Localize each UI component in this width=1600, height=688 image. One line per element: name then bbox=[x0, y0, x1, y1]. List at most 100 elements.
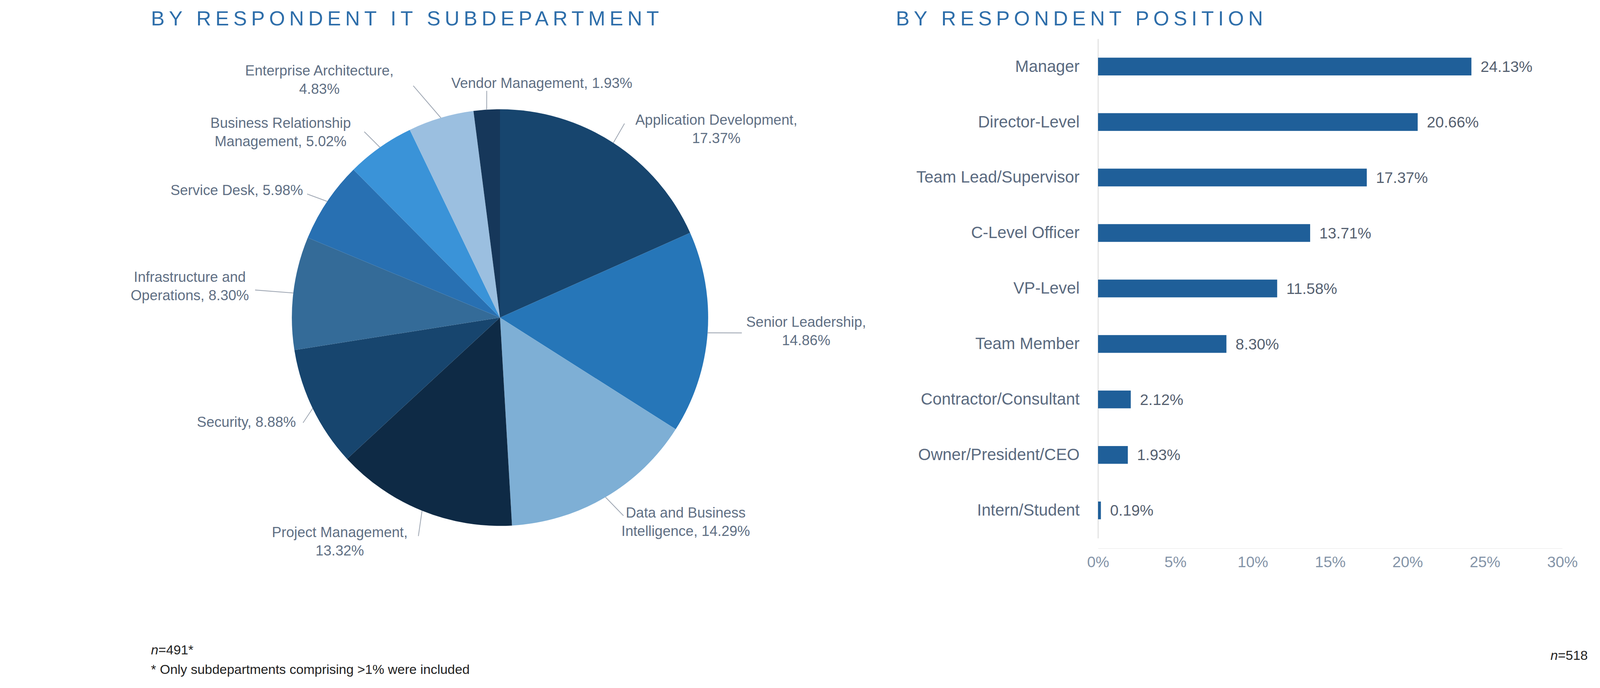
data-labels: 24.13%20.66%17.37%13.71%11.58%8.30%2.12%… bbox=[1110, 58, 1533, 519]
axis-line bbox=[1098, 547, 1563, 549]
data-label-part: Intelligence, bbox=[621, 522, 698, 539]
category-label: C-Level Officer bbox=[971, 223, 1080, 242]
leader-line bbox=[605, 496, 624, 516]
data-label: 2.12% bbox=[1139, 391, 1184, 408]
annotation: * Only subdepartments comprising >1% wer… bbox=[151, 661, 470, 677]
data-label: 11.58% bbox=[1286, 280, 1338, 297]
data-label-part: Senior Leadership, bbox=[746, 313, 867, 330]
bar bbox=[1098, 112, 1418, 131]
data-label: 17.37% bbox=[1375, 169, 1428, 186]
pie bbox=[291, 109, 709, 526]
x-tick: 20% bbox=[1392, 548, 1423, 571]
x-tick: 10% bbox=[1237, 548, 1268, 571]
bar bbox=[1098, 168, 1367, 186]
data-label-part: Service Desk, bbox=[170, 182, 259, 199]
x-axis: 0% 5% 10% 15% 20% 25% 30% bbox=[1087, 548, 1578, 571]
x-tick: 5% bbox=[1164, 548, 1187, 571]
data-label: Project Management, 13.32% bbox=[271, 523, 408, 559]
data-label: Enterprise Architecture,4.83% bbox=[245, 62, 394, 97]
y-tick: C-Level Officer bbox=[971, 223, 1099, 242]
bar bbox=[1098, 390, 1131, 408]
leader-line bbox=[307, 193, 327, 202]
y-tick: Team Member bbox=[975, 333, 1099, 353]
data-label-part: 5.02% bbox=[305, 133, 347, 150]
chart-canvas: BY RESPONDENT IT SUBDEPARTMENT Applicatio… bbox=[0, 0, 1600, 688]
leader-line bbox=[418, 510, 422, 536]
data-label-part: Application Development, bbox=[635, 111, 798, 128]
bar bbox=[1098, 57, 1472, 76]
leader-line bbox=[707, 332, 742, 333]
data-label-part: Security, bbox=[196, 413, 252, 430]
background bbox=[0, 0, 1600, 688]
category-label: Team Member bbox=[975, 333, 1080, 353]
y-axis: Manager Director-Level Team Lead/Superviso… bbox=[916, 39, 1099, 538]
data-label: Business Relationship Management,5.02% bbox=[210, 114, 352, 150]
annotation: n=518 bbox=[1550, 647, 1588, 663]
pie-labels: Application Development,17.37% Senior Lea… bbox=[130, 62, 867, 559]
y-tick: VP-Level bbox=[1013, 278, 1099, 297]
x-tick-label: 20% bbox=[1392, 553, 1423, 570]
category-label: Intern/Student bbox=[976, 500, 1080, 519]
bar bbox=[1098, 501, 1102, 519]
y-tick: Contractor/Consultant bbox=[920, 389, 1098, 408]
annotation: n=491* bbox=[151, 641, 194, 657]
leader-line bbox=[486, 90, 488, 110]
leader-line bbox=[613, 123, 625, 143]
data-label: 13.71% bbox=[1319, 224, 1372, 242]
pie-slice bbox=[500, 317, 676, 525]
data-label: Data and BusinessIntelligence,14.29% bbox=[621, 504, 750, 539]
y-tick: Owner/President/CEO bbox=[917, 444, 1098, 464]
data-label: 20.66% bbox=[1426, 113, 1479, 131]
chart-title: BY RESPONDENT POSITION bbox=[896, 7, 1268, 30]
data-label: Application Development,17.37% bbox=[635, 111, 798, 147]
y-tick: Manager bbox=[1015, 57, 1099, 76]
data-label-part: Business Relationship bbox=[210, 114, 352, 131]
data-label-part: Enterprise Architecture, bbox=[245, 62, 394, 79]
leader-line bbox=[255, 289, 294, 293]
data-label-part: 8.30% bbox=[208, 287, 250, 304]
bar bbox=[1098, 223, 1311, 242]
data-label: 1.93% bbox=[1137, 446, 1181, 463]
data-label-part: 5.98% bbox=[262, 182, 304, 199]
data-label-part: 8.88% bbox=[255, 413, 297, 430]
category-label: Contractor/Consultant bbox=[920, 389, 1080, 408]
chart-title: BY RESPONDENT IT SUBDEPARTMENT bbox=[151, 7, 664, 30]
leader-line bbox=[364, 131, 381, 148]
category-label: VP-Level bbox=[1013, 278, 1080, 297]
data-label: Senior Leadership, 14.86% bbox=[746, 313, 867, 349]
bar bbox=[1098, 445, 1128, 464]
leader-line bbox=[303, 408, 313, 423]
pie-slice bbox=[473, 109, 500, 318]
x-tick-label: 0% bbox=[1087, 553, 1110, 570]
x-tick: 25% bbox=[1469, 548, 1501, 571]
y-tick: Intern/Student bbox=[976, 500, 1099, 519]
data-label-part: Vendor Management, bbox=[451, 75, 588, 92]
x-tick-label: 30% bbox=[1547, 553, 1578, 570]
data-label-part: 14.86% bbox=[782, 332, 831, 349]
data-label-part: Project Management, bbox=[271, 523, 408, 540]
y-tick: Director-Level bbox=[978, 112, 1099, 131]
data-label-part: Management, bbox=[214, 133, 303, 150]
x-tick-label: 10% bbox=[1237, 553, 1268, 570]
leader-line bbox=[413, 85, 442, 118]
data-label: 0.19% bbox=[1110, 501, 1154, 519]
bar bbox=[1098, 334, 1227, 353]
category-label: Manager bbox=[1015, 57, 1080, 76]
data-label: Service Desk,5.98% bbox=[170, 182, 303, 199]
x-tick-label: 25% bbox=[1469, 553, 1501, 570]
x-tick-label: 15% bbox=[1314, 553, 1346, 570]
data-label: 8.30% bbox=[1235, 335, 1279, 353]
y-tick: Team Lead/Supervisor bbox=[916, 167, 1099, 186]
x-tick-label: 5% bbox=[1164, 553, 1187, 570]
data-label-part: Data and Business bbox=[625, 504, 746, 521]
category-label: Team Lead/Supervisor bbox=[916, 167, 1080, 186]
data-label: Infrastructure andOperations,8.30% bbox=[130, 268, 249, 304]
category-label: Owner/President/CEO bbox=[917, 444, 1080, 464]
bar bbox=[1098, 279, 1278, 297]
data-label-part: Infrastructure and bbox=[133, 268, 247, 285]
data-label-part: 4.83% bbox=[299, 80, 340, 97]
x-tick: 15% bbox=[1314, 548, 1346, 571]
x-tick: 30% bbox=[1547, 548, 1578, 571]
data-label-part: 13.32% bbox=[315, 542, 365, 559]
data-label: Vendor Management,1.93% bbox=[451, 75, 633, 92]
